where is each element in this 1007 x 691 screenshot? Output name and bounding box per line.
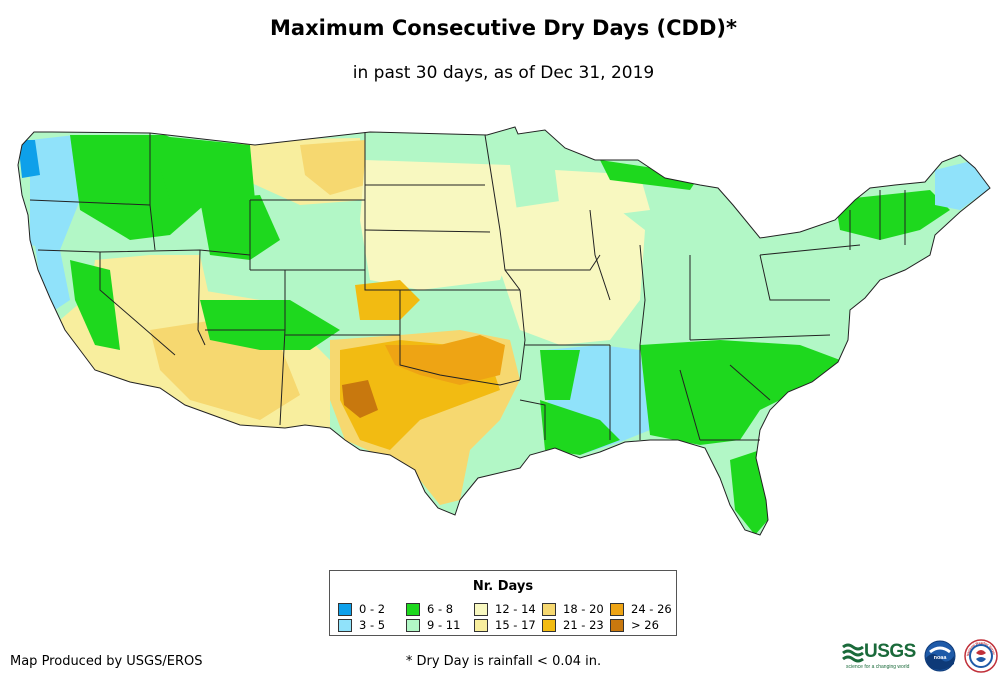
legend-swatch bbox=[406, 602, 420, 616]
washington-wettest-region bbox=[18, 140, 40, 178]
legend-swatch bbox=[338, 618, 352, 632]
upper-michigan-wet-region bbox=[600, 160, 700, 190]
florida-wet-region bbox=[730, 450, 768, 535]
noaa-logo-icon: noaa bbox=[924, 640, 956, 672]
legend-title: Nr. Days bbox=[472, 579, 534, 594]
legend-swatch bbox=[610, 618, 624, 632]
legend-swatch bbox=[542, 618, 556, 632]
legend-item: 3 - 5 bbox=[338, 617, 404, 633]
legend-swatch bbox=[542, 602, 556, 616]
legend-item: 18 - 20 bbox=[542, 601, 608, 617]
state-line bbox=[505, 254, 601, 271]
legend-item: 0 - 2 bbox=[338, 601, 404, 617]
legend-item: 6 - 8 bbox=[406, 601, 472, 617]
legend-label: 3 - 5 bbox=[359, 618, 386, 632]
legend-swatch bbox=[406, 618, 420, 632]
us-outline bbox=[17, 126, 991, 536]
legend-swatch bbox=[474, 618, 488, 632]
southeast-very-wet-region bbox=[640, 340, 840, 445]
legend-label: 18 - 20 bbox=[563, 602, 604, 616]
legend-label: > 26 bbox=[631, 618, 659, 632]
lower-mississippi-wet-region bbox=[540, 350, 580, 400]
legend-swatch bbox=[338, 602, 352, 616]
sierra-wet-region bbox=[70, 260, 120, 350]
usgs-tagline: science for a changing world bbox=[846, 664, 910, 670]
legend-item: 12 - 14 bbox=[474, 601, 540, 617]
state-line bbox=[364, 229, 491, 233]
state-line bbox=[729, 364, 771, 401]
state-line bbox=[29, 199, 151, 206]
map-credit: Map Produced by USGS/EROS bbox=[10, 654, 203, 669]
legend-item: 9 - 11 bbox=[406, 617, 472, 633]
usgs-logo-text: USGS bbox=[864, 641, 916, 662]
legend-label: 24 - 26 bbox=[631, 602, 672, 616]
legend-label: 0 - 2 bbox=[359, 602, 386, 616]
california-wet-region bbox=[35, 245, 70, 310]
idaho-wet-region bbox=[150, 135, 255, 210]
legend-item: > 26 bbox=[610, 617, 676, 633]
legend-grid: 0 - 2 6 - 8 12 - 14 18 - 20 24 - 26 3 - … bbox=[338, 601, 674, 633]
legend-item: 24 - 26 bbox=[610, 601, 676, 617]
legend-item: 15 - 17 bbox=[474, 617, 540, 633]
rockies-wet-region bbox=[200, 195, 280, 260]
state-line bbox=[759, 254, 830, 301]
agency-logos: USGS science for a changing world noaa N… bbox=[842, 638, 1002, 678]
great-basin-dry-region bbox=[90, 255, 210, 330]
legend-swatch bbox=[474, 602, 488, 616]
state-line bbox=[484, 134, 521, 291]
montana-moderate-region bbox=[300, 140, 365, 195]
noaa-logo-text: noaa bbox=[934, 655, 948, 661]
state-line bbox=[639, 244, 646, 346]
state-line bbox=[689, 334, 831, 341]
state-line bbox=[197, 249, 206, 346]
legend-label: 21 - 23 bbox=[563, 618, 604, 632]
usgs-logo-icon bbox=[842, 643, 864, 663]
maine-wet-region bbox=[935, 160, 990, 210]
map-title: Maximum Consecutive Dry Days (CDD)* bbox=[270, 16, 737, 40]
legend-label: 15 - 17 bbox=[495, 618, 536, 632]
legend-label: 6 - 8 bbox=[427, 602, 454, 616]
northeast-wet-region bbox=[835, 190, 950, 240]
state-line bbox=[399, 335, 521, 386]
west-texas-extreme-region bbox=[342, 380, 378, 418]
nws-logo-icon: National Weather Service bbox=[964, 639, 998, 673]
legend-item: 21 - 23 bbox=[542, 617, 608, 633]
plains-dry-region bbox=[360, 160, 520, 290]
state-line bbox=[519, 399, 546, 440]
legend-swatch bbox=[610, 602, 624, 616]
map-subtitle: in past 30 days, as of Dec 31, 2019 bbox=[352, 63, 655, 83]
state-line bbox=[519, 289, 526, 381]
state-borders bbox=[17, 126, 991, 536]
pacific-northwest-wet-region bbox=[30, 135, 80, 250]
gulf-coast-wet-region bbox=[540, 400, 620, 455]
legend-label: 9 - 11 bbox=[427, 618, 461, 632]
state-line bbox=[149, 133, 156, 251]
state-line bbox=[589, 209, 611, 301]
state-line bbox=[759, 244, 861, 256]
legend: Nr. Days 0 - 2 6 - 8 12 - 14 18 - 20 24 … bbox=[329, 570, 677, 636]
state-line bbox=[37, 249, 176, 356]
state-line bbox=[679, 369, 701, 441]
state-line bbox=[364, 132, 401, 335]
oklahoma-driest-region bbox=[385, 335, 505, 385]
legend-label: 12 - 14 bbox=[495, 602, 536, 616]
utah-wet-region bbox=[200, 300, 340, 350]
footnote: * Dry Day is rainfall < 0.04 in. bbox=[405, 654, 602, 669]
